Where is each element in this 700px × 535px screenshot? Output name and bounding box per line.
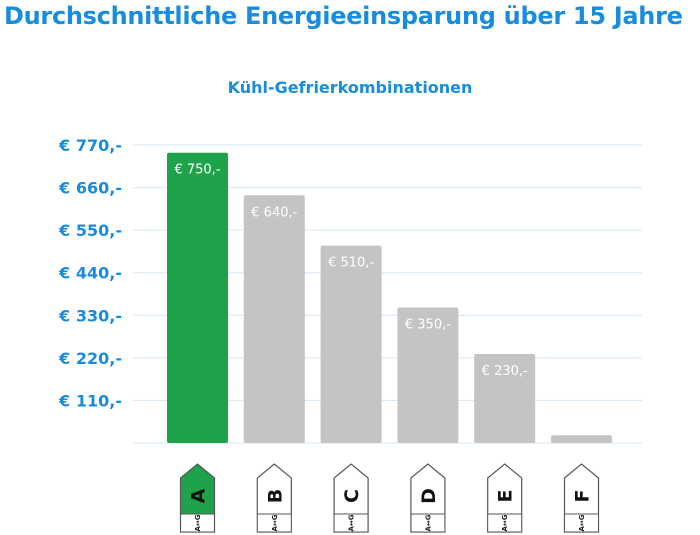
y-tick-label: € 220,- [58,349,122,368]
energy-tag-scale-label: A↔G [194,514,202,531]
y-tick-label: € 550,- [58,221,122,240]
energy-tag-letter: D [418,488,440,504]
chart-subtitle: Kühl-Gefrierkombinationen [227,78,473,97]
energy-tag-scale-strip [488,514,522,532]
bar-e [474,353,536,443]
energy-tag-scale-label: A↔G [271,514,279,531]
bar-value-label: € 750,- [174,163,220,178]
energy-tag-scale-label: A↔G [424,514,432,531]
energy-tag-scale-strip [411,514,445,532]
energy-tag-scale-strip [334,514,368,532]
energy-tag-scale-strip [181,514,214,532]
y-tick-label: € 110,- [58,391,122,410]
y-tick-label: € 440,- [58,264,122,283]
y-tick-label: € 770,- [58,136,122,155]
bar-value-label: € 640,- [251,205,297,220]
chart-title: Durchschnittliche Energieeinsparung über… [4,2,683,30]
bar-b [243,195,305,443]
energy-tag-scale-strip [257,514,291,532]
energy-tag-letter: F [572,490,594,503]
energy-tag-letter: B [264,489,286,503]
energy-tag-scale-label: A↔G [348,514,356,531]
bar-d [397,307,459,443]
bar-f [551,435,612,443]
bar-value-label: € 350,- [405,318,451,333]
bar-c [320,245,382,443]
y-tick-label: € 660,- [58,179,122,198]
energy-tag-letter: C [341,489,363,503]
bar-a [167,152,228,443]
energy-tag-scale-label: A↔G [501,514,509,531]
energy-tag-letter: A [188,488,210,503]
y-tick-label: € 330,- [58,306,122,325]
energy-tag-letter: E [495,490,517,503]
energy-tag-scale-strip [565,514,598,532]
energy-tag-scale-label: A↔G [578,514,586,531]
bar-value-label: € 230,- [482,364,528,379]
bar-value-label: € 510,- [328,256,374,271]
